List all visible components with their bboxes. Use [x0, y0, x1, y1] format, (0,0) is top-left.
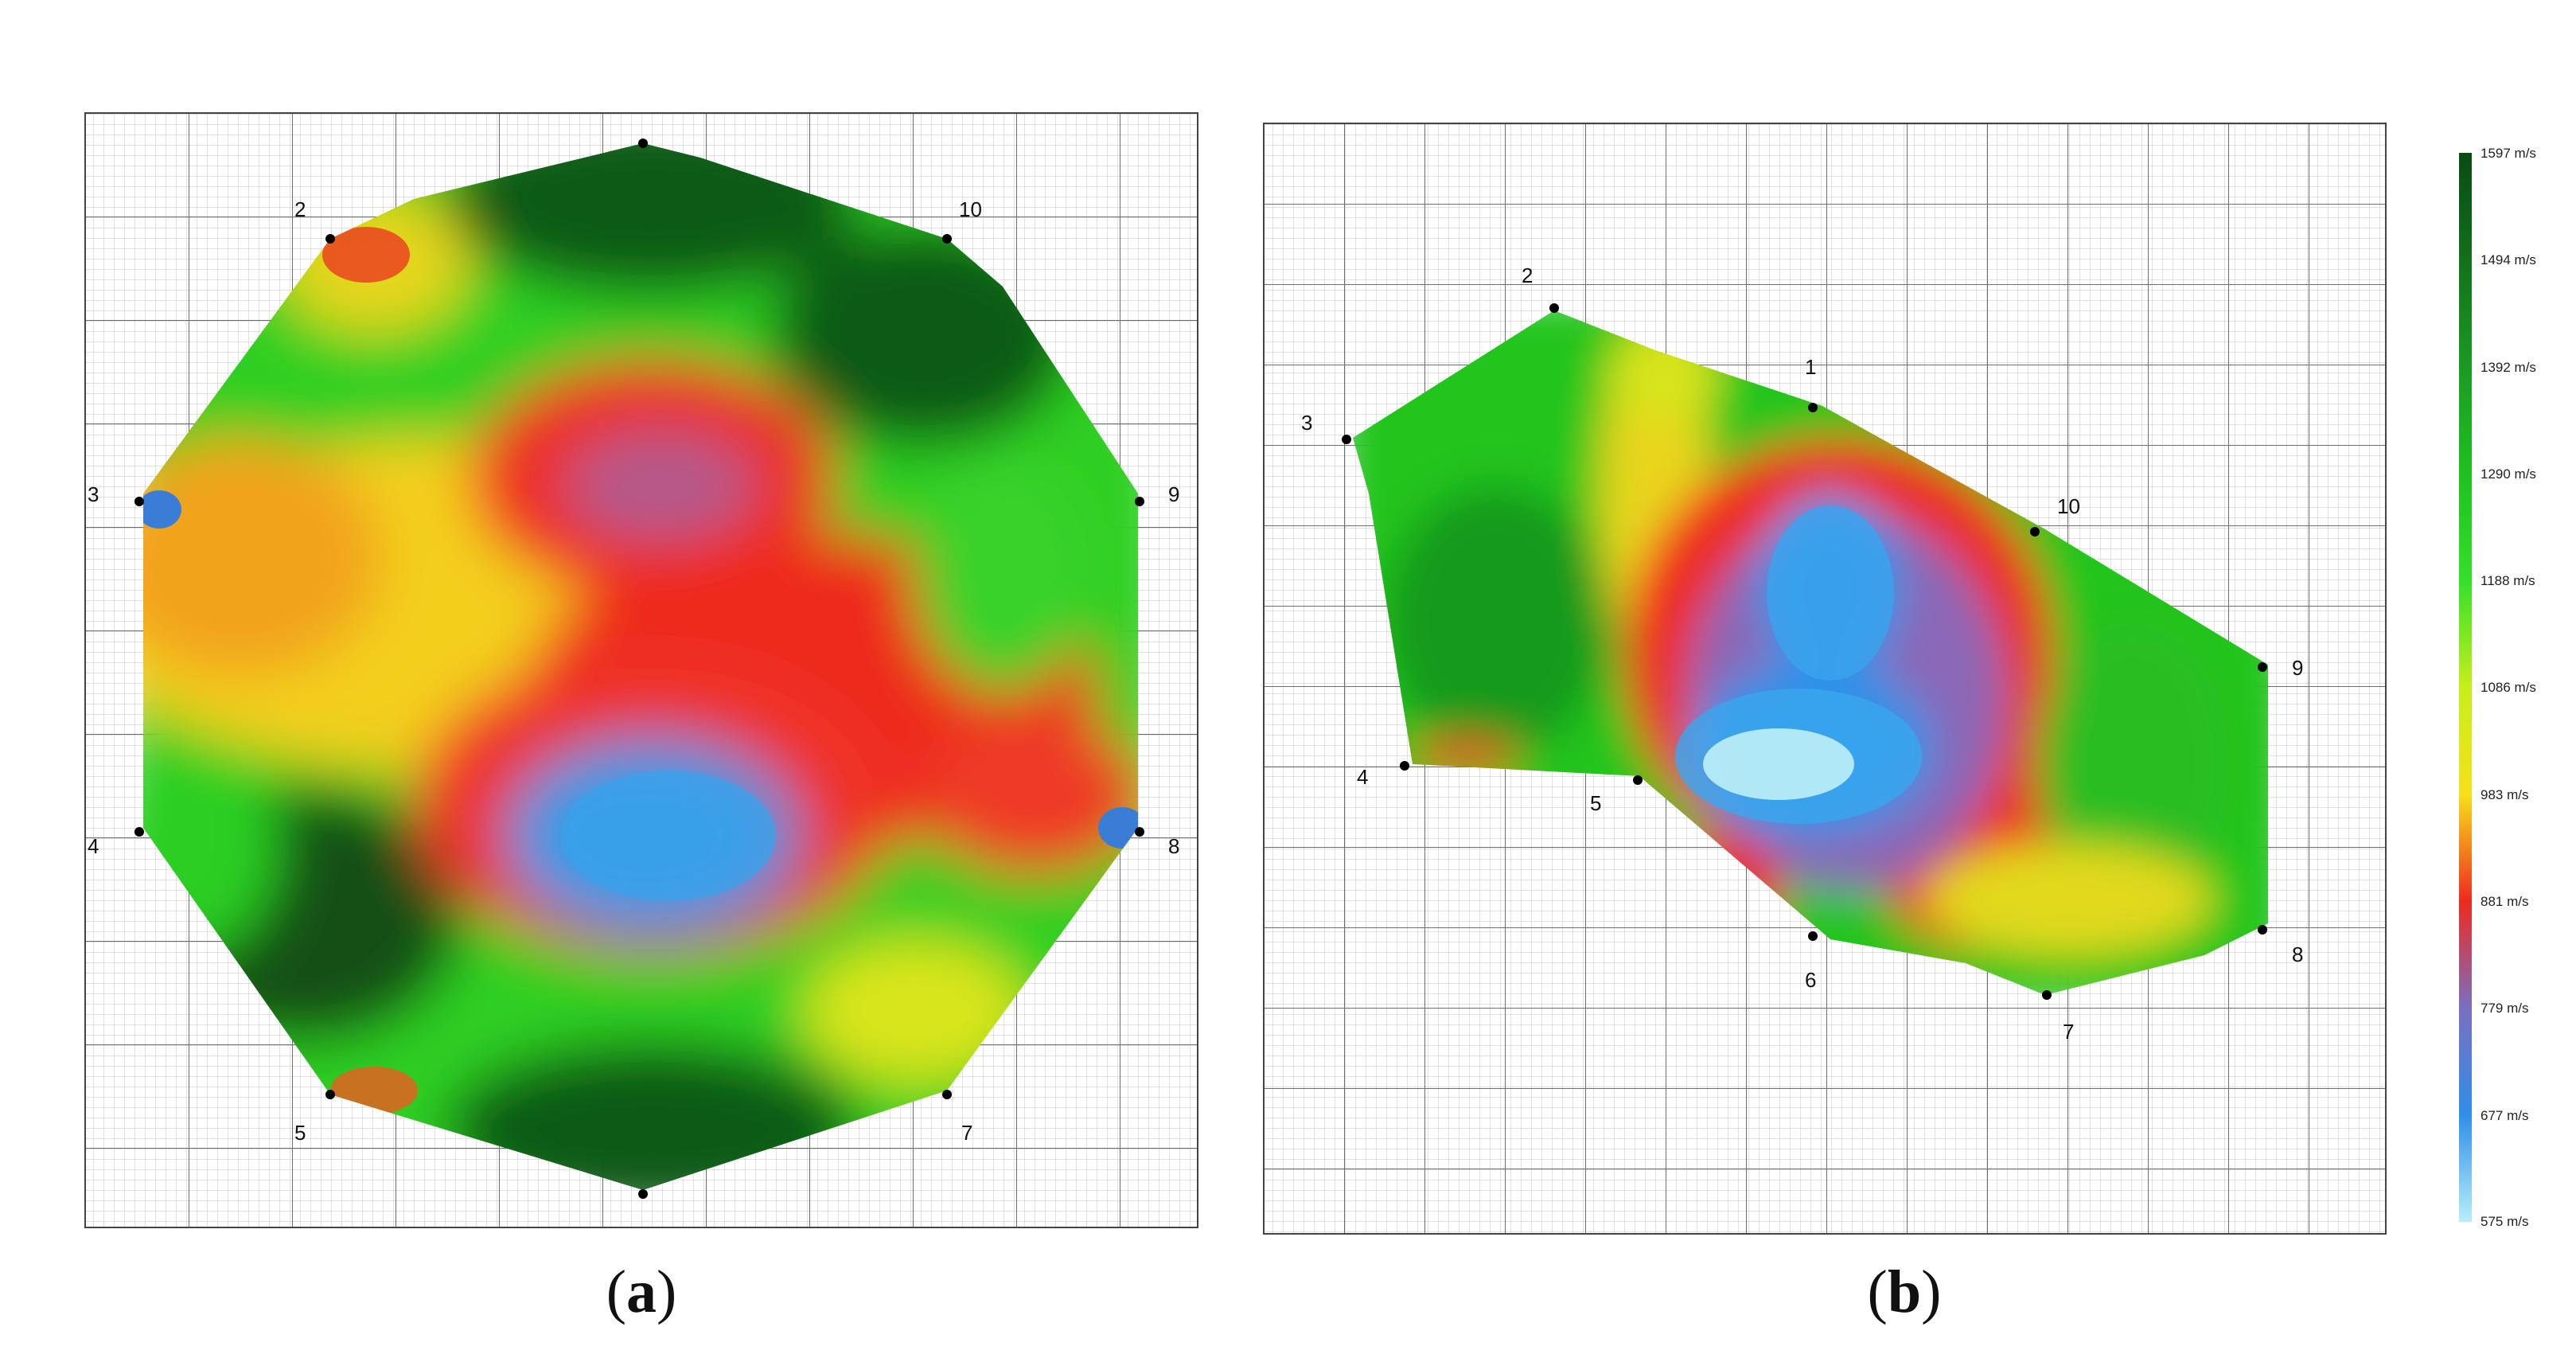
sensor-point-b-1 — [1808, 403, 1818, 412]
point-label: 4 — [88, 834, 99, 858]
scale-tick-label: 1086 m/s — [2481, 680, 2536, 695]
sensor-point-a-5 — [325, 1090, 335, 1099]
point-label: 6 — [1805, 968, 1816, 992]
sensor-point-b-4 — [1400, 761, 1409, 771]
sensor-point-a-2 — [325, 234, 335, 244]
sensor-point-a-9 — [1135, 497, 1144, 506]
panel-a-point-labels: 2 10 3 9 4 8 5 7 — [88, 197, 1179, 1145]
scale-tick-label: 1597 m/s — [2481, 146, 2536, 161]
panel-a-caption: (a) — [606, 1258, 677, 1325]
color-scale-bar — [2459, 153, 2472, 1222]
sensor-point-b-2 — [1549, 303, 1559, 313]
sensor-point-a-10 — [942, 234, 952, 244]
sensor-point-a-8 — [1135, 827, 1144, 837]
sensor-point-a-3 — [134, 497, 144, 506]
point-label: 9 — [2292, 656, 2303, 680]
scale-tick-label: 983 m/s — [2481, 787, 2528, 802]
point-label: 5 — [1590, 791, 1601, 815]
point-label: 8 — [1168, 834, 1179, 858]
point-label: 7 — [961, 1121, 972, 1145]
panel-a: 2 10 3 9 4 8 5 7 (a) — [84, 112, 1198, 1325]
scale-tick-label: 881 m/s — [2481, 894, 2528, 909]
sensor-point-a-4 — [134, 827, 144, 837]
point-label: 10 — [959, 197, 982, 221]
panel-b-frame — [1263, 123, 2387, 1235]
sensor-point-b-7 — [2042, 990, 2052, 1000]
panel-a-frame — [84, 112, 1198, 1228]
panel-a-sensor-points — [134, 139, 1144, 1199]
point-label: 10 — [2057, 494, 2080, 518]
panel-b-sensor-points — [1342, 303, 2267, 1000]
sensor-point-b-9 — [2258, 662, 2267, 672]
point-label: 9 — [1168, 482, 1179, 506]
point-label: 4 — [1357, 765, 1368, 789]
scale-tick-label: 1392 m/s — [2481, 360, 2536, 375]
sensor-point-b-10 — [2030, 527, 2040, 537]
point-label: 2 — [1522, 263, 1533, 287]
point-label: 2 — [294, 197, 306, 221]
point-label: 8 — [2292, 942, 2303, 966]
point-label: 3 — [1301, 411, 1312, 435]
point-label: 7 — [2063, 1020, 2074, 1044]
sensor-point-a-bottom — [638, 1189, 648, 1199]
sensor-point-a-top — [638, 139, 648, 148]
scale-tick-label: 575 m/s — [2481, 1214, 2528, 1229]
panel-b: 2 1 3 10 9 4 5 8 6 7 (b) — [1263, 123, 2387, 1325]
scale-tick-label: 1494 m/s — [2481, 252, 2536, 267]
panel-b-caption: (b) — [1868, 1258, 1942, 1325]
color-scale-ticks: 1597 m/s 1494 m/s 1392 m/s 1290 m/s 1188… — [2481, 146, 2536, 1229]
point-label: 5 — [294, 1121, 306, 1145]
sensor-point-a-7 — [942, 1090, 952, 1099]
scale-tick-label: 1188 m/s — [2481, 573, 2535, 588]
scale-tick-label: 779 m/s — [2481, 1001, 2528, 1016]
point-label: 1 — [1805, 355, 1816, 379]
sensor-point-b-5 — [1633, 775, 1643, 785]
sensor-point-b-8 — [2258, 925, 2267, 935]
scale-tick-label: 1290 m/s — [2481, 466, 2536, 482]
sensor-point-b-3 — [1342, 435, 1351, 444]
sensor-point-b-6 — [1808, 931, 1818, 941]
panel-b-point-labels: 2 1 3 10 9 4 5 8 6 7 — [1301, 263, 2303, 1044]
scale-tick-label: 677 m/s — [2481, 1108, 2528, 1123]
velocity-color-scale: 1597 m/s 1494 m/s 1392 m/s 1290 m/s 1188… — [2459, 146, 2536, 1229]
point-label: 3 — [88, 482, 99, 506]
